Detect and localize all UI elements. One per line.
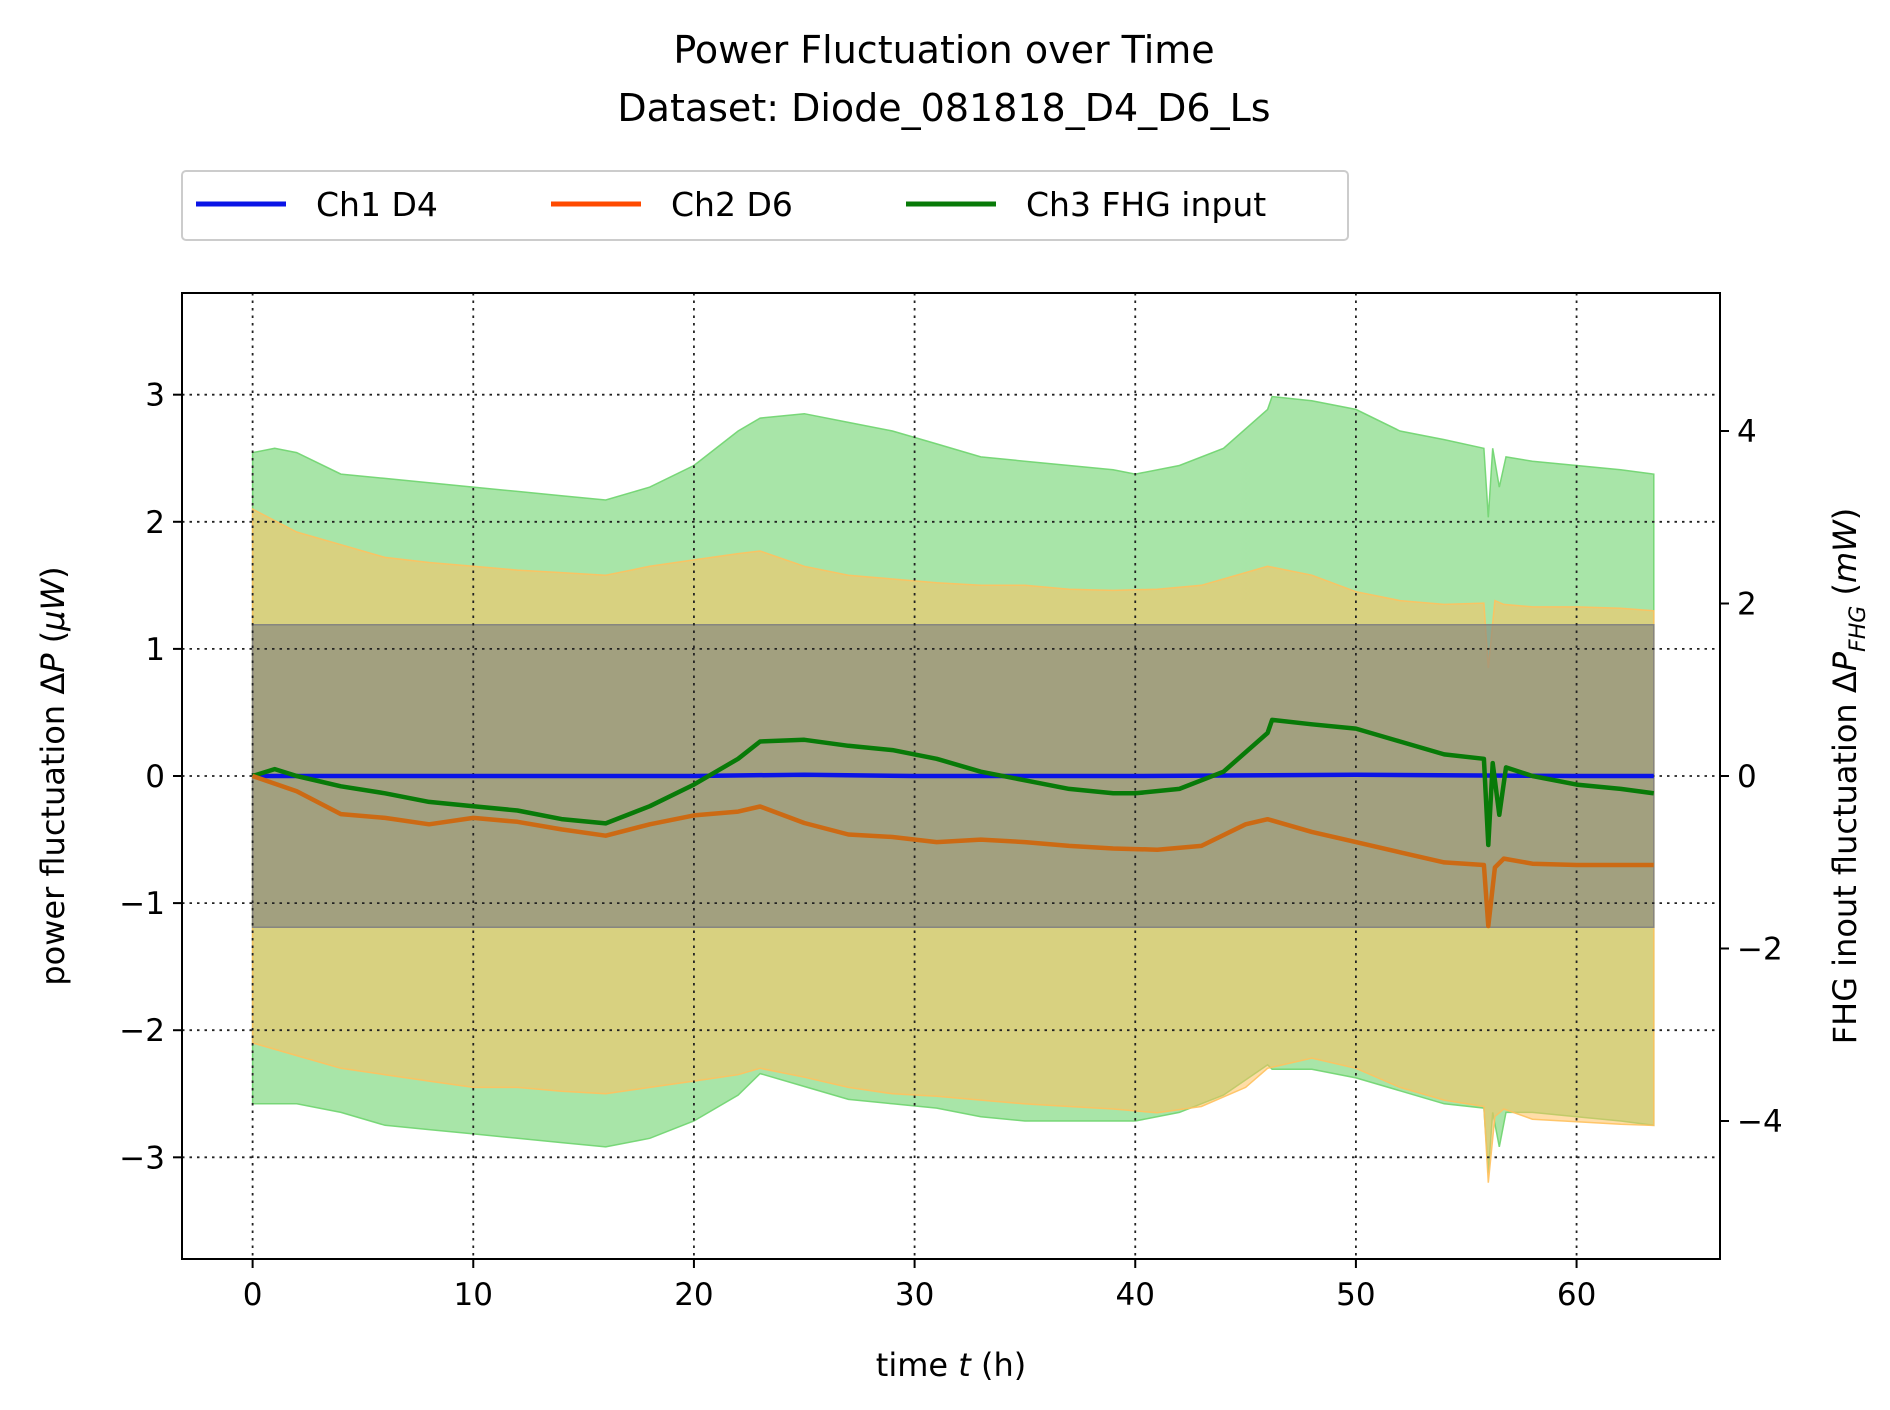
y-tick-label: −1 [119, 886, 165, 922]
series-lines [251, 717, 1655, 929]
x-tick-label: 10 [454, 1277, 493, 1313]
y2-tick-label: −2 [1737, 932, 1783, 968]
y2-axis-label: FHG inout fluctuation ΔPFHG (mW) [1826, 508, 1871, 1045]
chart-title: Power Fluctuation over Time [673, 28, 1214, 72]
chart-subtitle: Dataset: Diode_081818_D4_D6_Ls [617, 86, 1270, 130]
y-tick-label: −3 [119, 1140, 165, 1176]
y-tick-label: −2 [119, 1013, 165, 1049]
x-tick-label: 50 [1336, 1277, 1375, 1313]
legend-frame [181, 170, 1349, 241]
y-tick-label: 0 [145, 759, 165, 795]
y2-tick-label: 4 [1737, 414, 1757, 450]
legend: Ch1 D4 Ch2 D6 Ch3 FHG input [181, 170, 1349, 241]
y-tick-label: 2 [145, 505, 165, 541]
y-axis-label: power fluctuation ΔP (μW) [34, 566, 72, 985]
legend-label-ch3: Ch3 FHG input [1026, 185, 1266, 224]
x-tick-label: 60 [1557, 1277, 1596, 1313]
y-tick-label: 1 [145, 632, 165, 668]
x-tick-label: 30 [895, 1277, 934, 1313]
x-tick-label: 0 [243, 1277, 263, 1313]
x-tick-label: 40 [1116, 1277, 1155, 1313]
series-line-ch2-d6 [251, 773, 1654, 929]
series-line-ch1-d4 [252, 772, 1654, 779]
y-tick-label: 3 [145, 378, 165, 414]
y-axis-ticks: −3 −2 −1 0 1 2 3 [119, 378, 182, 1176]
y2-tick-label: 0 [1737, 759, 1757, 795]
y2-tick-label: 2 [1737, 587, 1757, 623]
y2-tick-label: −4 [1737, 1104, 1783, 1140]
x-axis-ticks: 0 10 20 30 40 50 60 [243, 1259, 1596, 1313]
x-tick-label: 20 [674, 1277, 713, 1313]
confidence-bands [251, 395, 1655, 1183]
x-axis-label: time t (h) [876, 1346, 1026, 1384]
y2-axis-ticks: −4 −2 0 2 4 [1720, 414, 1783, 1140]
legend-label-ch2: Ch2 D6 [671, 185, 793, 224]
series-line-ch3-fhg-input [251, 717, 1655, 848]
legend-label-ch1: Ch1 D4 [316, 185, 438, 224]
